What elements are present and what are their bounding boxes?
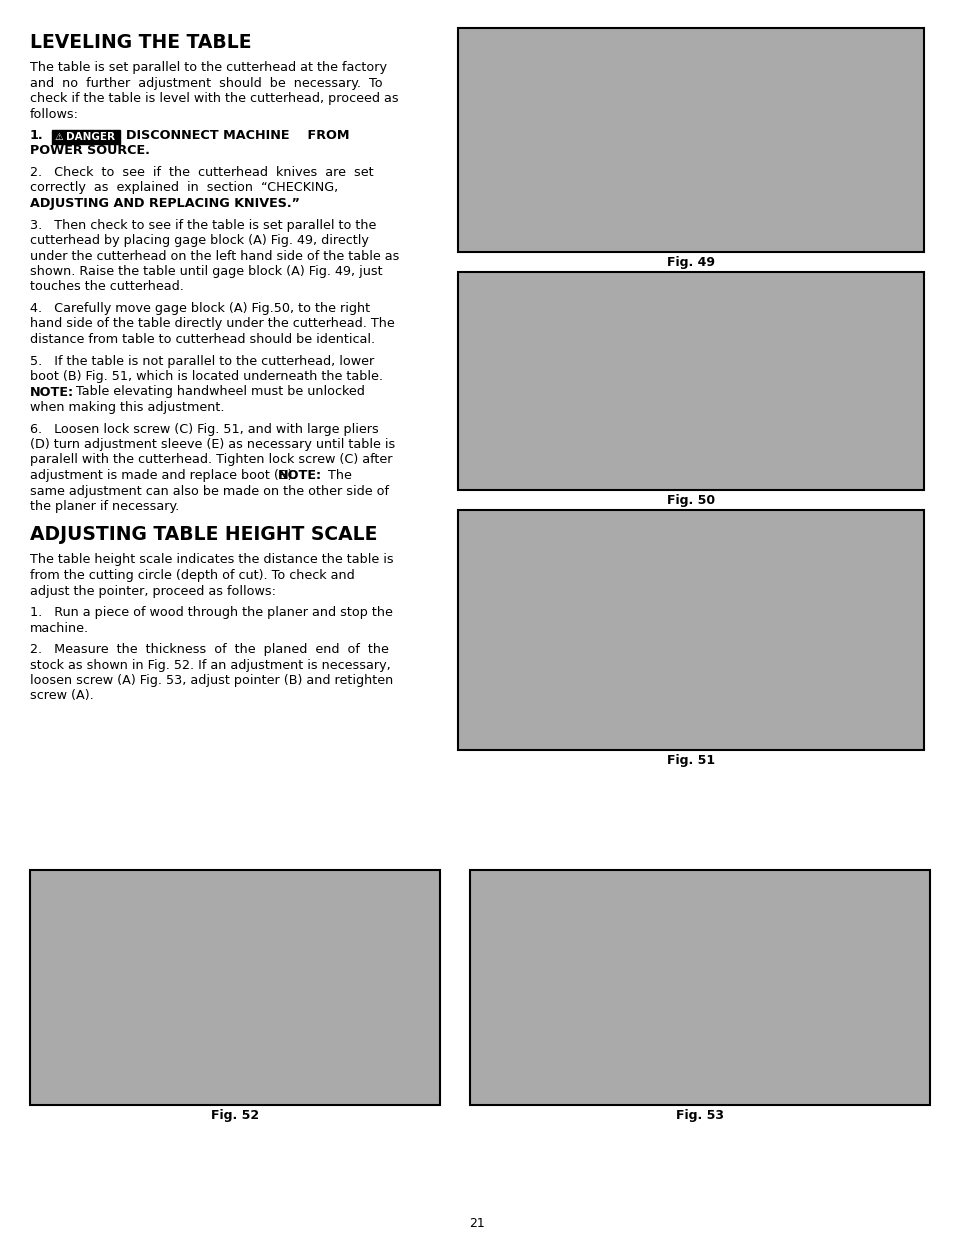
Text: Fig. 50: Fig. 50	[666, 494, 715, 508]
Text: stock as shown in Fig. 52. If an adjustment is necessary,: stock as shown in Fig. 52. If an adjustm…	[30, 658, 391, 672]
Text: touches the cutterhead.: touches the cutterhead.	[30, 280, 184, 294]
Text: NOTE:: NOTE:	[30, 385, 74, 399]
Text: POWER SOURCE.: POWER SOURCE.	[30, 144, 150, 158]
Text: Fig. 52: Fig. 52	[211, 1109, 259, 1123]
Text: 21: 21	[469, 1216, 484, 1230]
Text: NOTE:: NOTE:	[277, 469, 322, 482]
Bar	[52, 130, 120, 144]
Text: LEVELING THE TABLE: LEVELING THE TABLE	[30, 33, 252, 52]
Bar	[457, 28, 923, 252]
Text: Fig. 51: Fig. 51	[666, 755, 715, 767]
Text: 1.: 1.	[30, 128, 44, 142]
Text: Table elevating handwheel must be unlocked: Table elevating handwheel must be unlock…	[71, 385, 364, 399]
Text: distance from table to cutterhead should be identical.: distance from table to cutterhead should…	[30, 333, 375, 346]
Text: shown. Raise the table until gage block (A) Fig. 49, just: shown. Raise the table until gage block …	[30, 266, 382, 278]
Text: same adjustment can also be made on the other side of: same adjustment can also be made on the …	[30, 484, 389, 498]
Text: The table height scale indicates the distance the table is: The table height scale indicates the dis…	[30, 553, 394, 567]
Text: cutterhead by placing gage block (A) Fig. 49, directly: cutterhead by placing gage block (A) Fig…	[30, 233, 369, 247]
Text: 5.   If the table is not parallel to the cutterhead, lower: 5. If the table is not parallel to the c…	[30, 354, 374, 368]
Text: adjustment is made and replace boot (B).: adjustment is made and replace boot (B).	[30, 469, 304, 482]
Text: machine.: machine.	[30, 621, 89, 635]
Text: follows:: follows:	[30, 107, 79, 121]
Text: from the cutting circle (depth of cut). To check and: from the cutting circle (depth of cut). …	[30, 569, 355, 582]
Text: 1.   Run a piece of wood through the planer and stop the: 1. Run a piece of wood through the plane…	[30, 606, 393, 619]
Text: boot (B) Fig. 51, which is located underneath the table.: boot (B) Fig. 51, which is located under…	[30, 370, 382, 383]
Text: correctly  as  explained  in  section  “CHECKING,: correctly as explained in section “CHECK…	[30, 182, 338, 194]
Text: 2.   Check  to  see  if  the  cutterhead  knives  are  set: 2. Check to see if the cutterhead knives…	[30, 165, 374, 179]
Text: adjust the pointer, proceed as follows:: adjust the pointer, proceed as follows:	[30, 584, 275, 598]
Text: the planer if necessary.: the planer if necessary.	[30, 500, 179, 513]
Text: DISCONNECT MACHINE    FROM: DISCONNECT MACHINE FROM	[126, 128, 349, 142]
Bar	[30, 869, 439, 1105]
Text: The table is set parallel to the cutterhead at the factory: The table is set parallel to the cutterh…	[30, 61, 387, 74]
Text: screw (A).: screw (A).	[30, 689, 93, 703]
Text: under the cutterhead on the left hand side of the table as: under the cutterhead on the left hand si…	[30, 249, 399, 263]
Text: loosen screw (A) Fig. 53, adjust pointer (B) and retighten: loosen screw (A) Fig. 53, adjust pointer…	[30, 674, 393, 687]
Text: and  no  further  adjustment  should  be  necessary.  To: and no further adjustment should be nece…	[30, 77, 382, 89]
Text: 4.   Carefully move gage block (A) Fig.50, to the right: 4. Carefully move gage block (A) Fig.50,…	[30, 303, 370, 315]
Text: 3.   Then check to see if the table is set parallel to the: 3. Then check to see if the table is set…	[30, 219, 376, 231]
Text: paralell with the cutterhead. Tighten lock screw (C) after: paralell with the cutterhead. Tighten lo…	[30, 453, 392, 467]
Text: when making this adjustment.: when making this adjustment.	[30, 401, 224, 414]
Text: check if the table is level with the cutterhead, proceed as: check if the table is level with the cut…	[30, 91, 398, 105]
Text: 6.   Loosen lock screw (C) Fig. 51, and with large pliers: 6. Loosen lock screw (C) Fig. 51, and wi…	[30, 422, 378, 436]
Text: ADJUSTING TABLE HEIGHT SCALE: ADJUSTING TABLE HEIGHT SCALE	[30, 526, 377, 545]
Text: DANGER: DANGER	[66, 132, 115, 142]
Text: Fig. 49: Fig. 49	[666, 256, 714, 269]
Text: ⚠: ⚠	[55, 132, 64, 142]
Text: hand side of the table directly under the cutterhead. The: hand side of the table directly under th…	[30, 317, 395, 331]
Text: Fig. 53: Fig. 53	[676, 1109, 723, 1123]
Text: (D) turn adjustment sleeve (E) as necessary until table is: (D) turn adjustment sleeve (E) as necess…	[30, 438, 395, 451]
Text: ADJUSTING AND REPLACING KNIVES.”: ADJUSTING AND REPLACING KNIVES.”	[30, 198, 299, 210]
Text: 2.   Measure  the  thickness  of  the  planed  end  of  the: 2. Measure the thickness of the planed e…	[30, 643, 389, 656]
Text: The: The	[319, 469, 352, 482]
Bar	[457, 510, 923, 750]
Bar	[457, 272, 923, 490]
Bar	[470, 869, 929, 1105]
